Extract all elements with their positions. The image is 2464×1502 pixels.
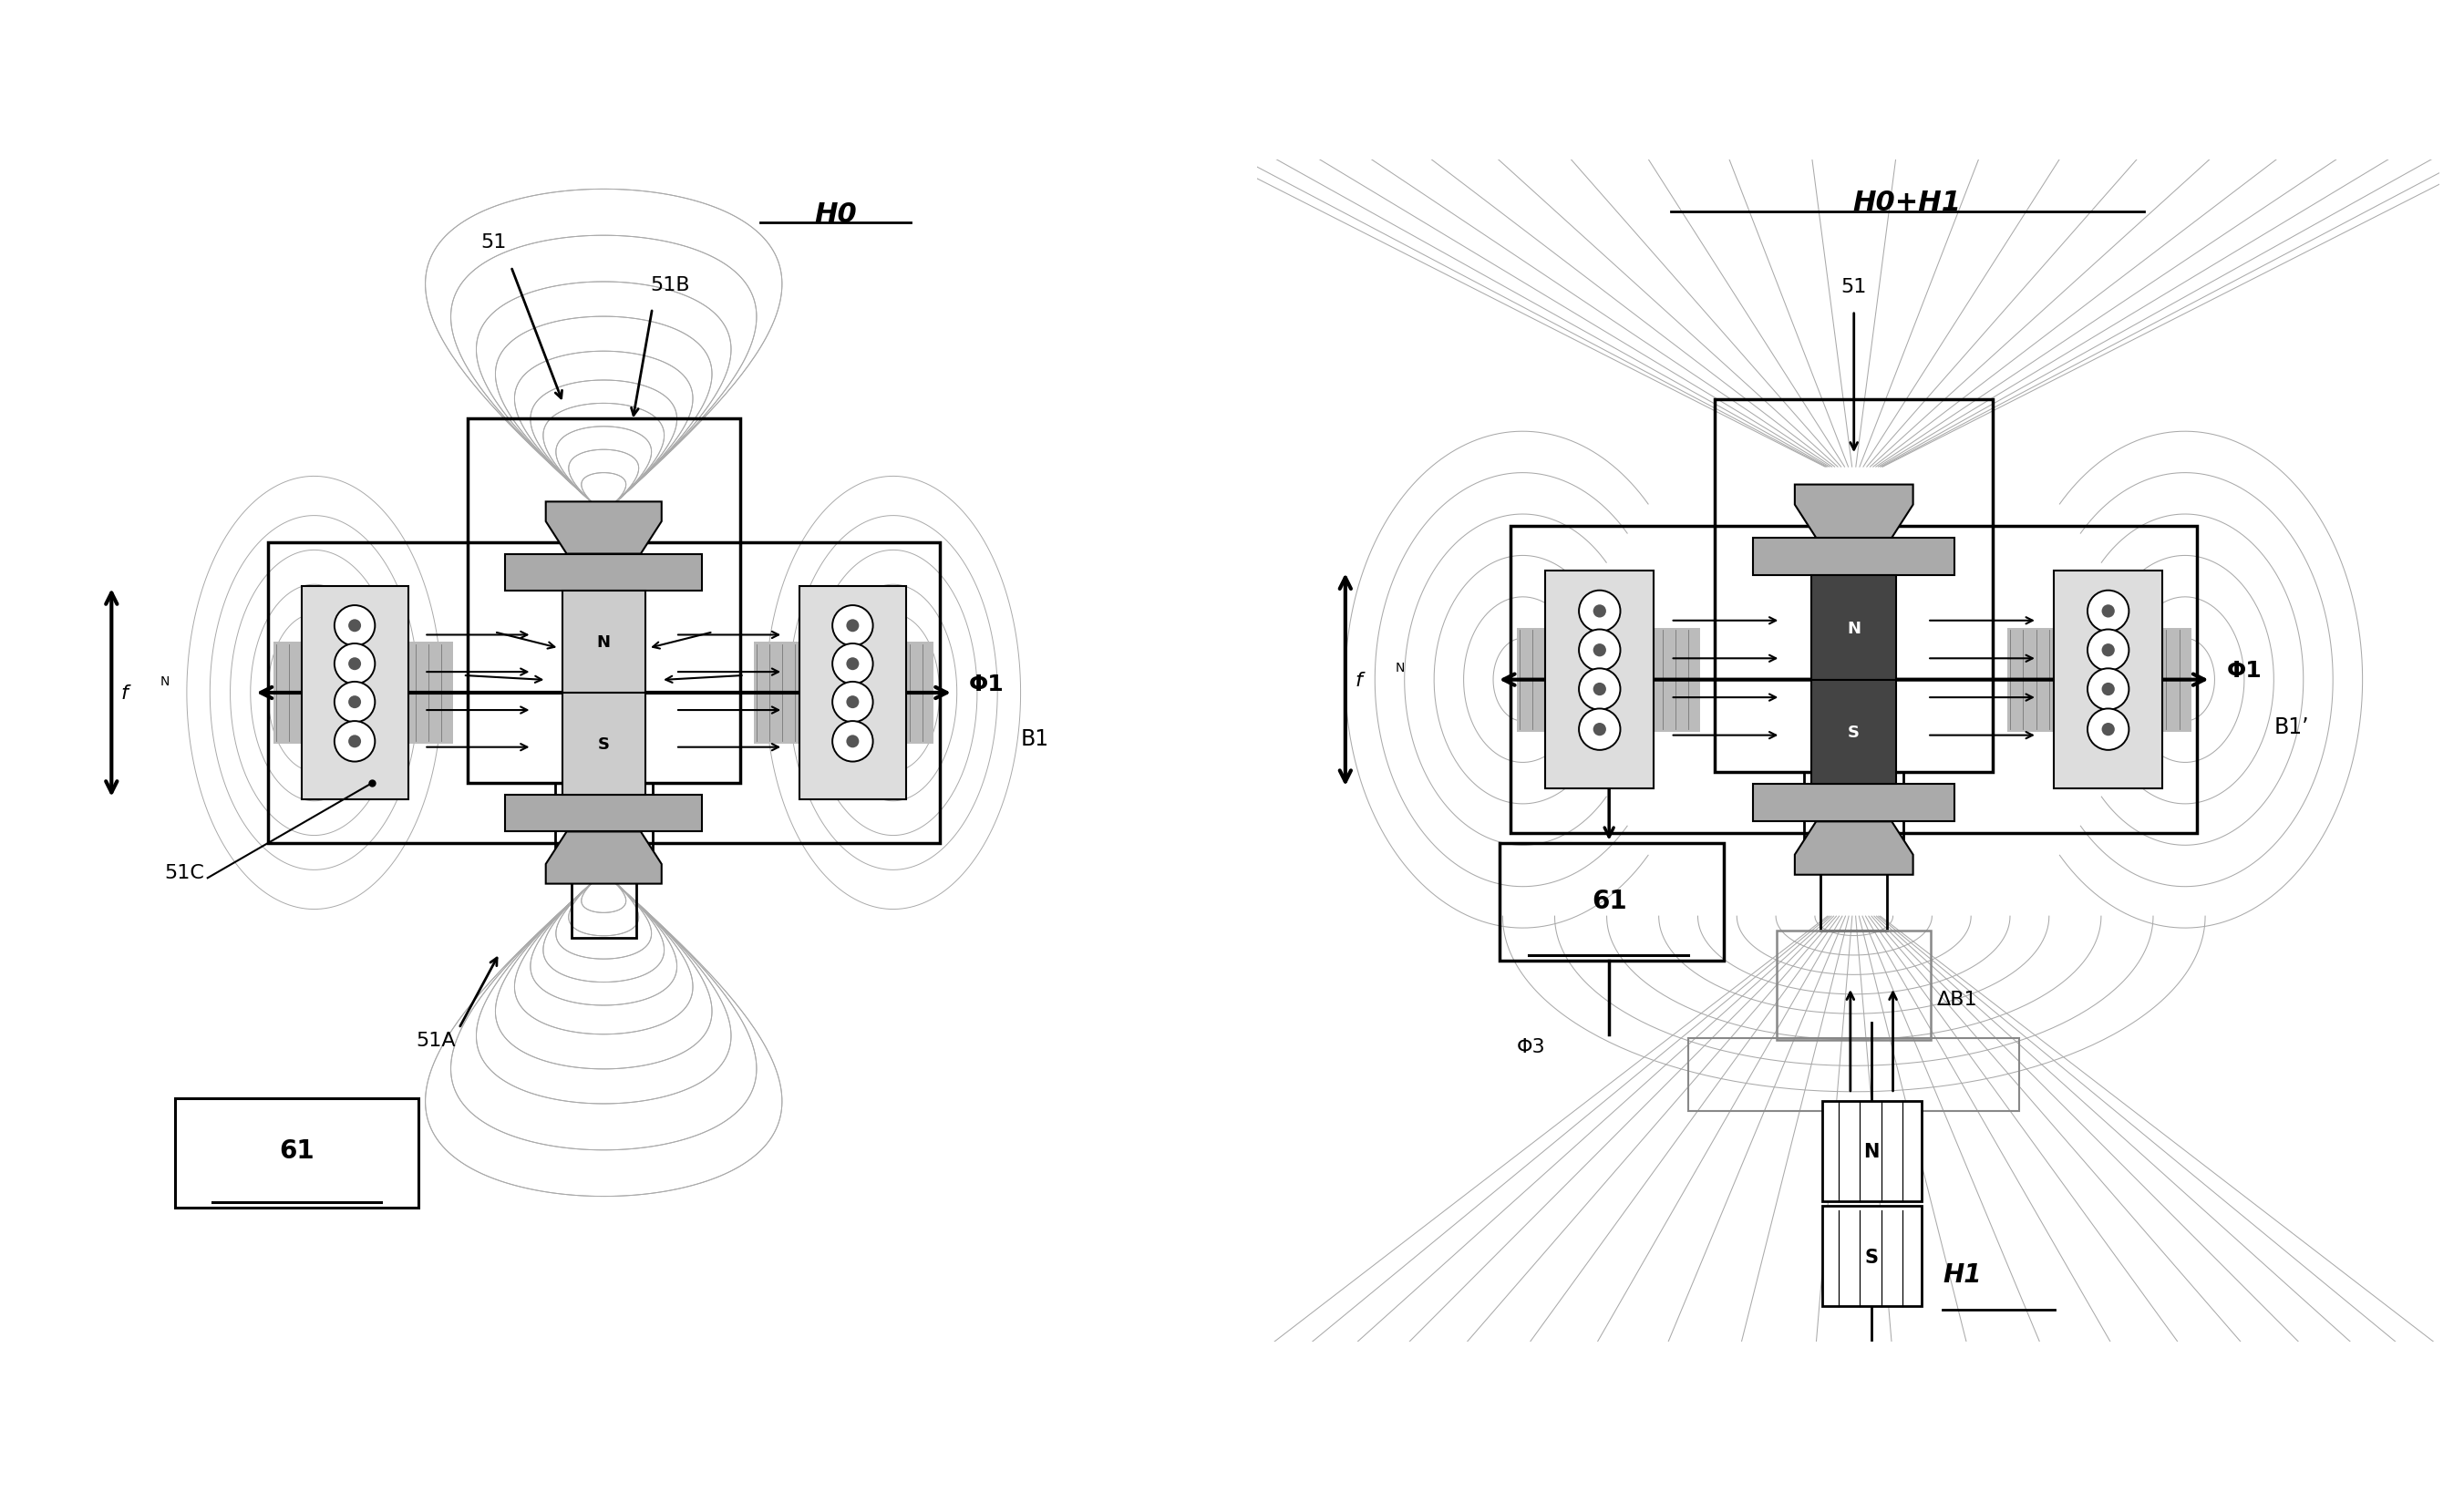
Bar xyxy=(468,419,739,784)
Text: 51C: 51C xyxy=(165,864,205,882)
Text: Φ1: Φ1 xyxy=(2227,659,2262,682)
Text: S: S xyxy=(1865,1248,1878,1266)
Bar xyxy=(301,587,409,799)
Bar xyxy=(2055,571,2163,789)
Text: H0+H1: H0+H1 xyxy=(1853,189,1961,216)
Circle shape xyxy=(2087,629,2129,671)
Bar xyxy=(505,554,702,592)
Text: 51A: 51A xyxy=(416,1032,456,1050)
Bar xyxy=(798,587,907,799)
Bar xyxy=(1518,628,1700,731)
Bar xyxy=(269,542,939,844)
Text: ΔB1: ΔB1 xyxy=(1937,990,1979,1008)
Bar xyxy=(1821,1206,1922,1307)
Circle shape xyxy=(833,721,872,762)
Circle shape xyxy=(1579,709,1621,751)
Bar xyxy=(1688,1038,2020,1111)
Text: S: S xyxy=(599,736,609,753)
Bar xyxy=(505,795,702,832)
Circle shape xyxy=(2102,605,2114,617)
Text: B1’: B1’ xyxy=(2274,716,2309,737)
Polygon shape xyxy=(547,502,660,554)
Bar xyxy=(1804,772,1905,853)
Circle shape xyxy=(845,736,860,748)
Bar xyxy=(1811,577,1897,680)
Circle shape xyxy=(1579,629,1621,671)
Circle shape xyxy=(347,695,362,709)
Text: H1: H1 xyxy=(1942,1262,1981,1287)
Circle shape xyxy=(2102,683,2114,695)
Bar xyxy=(572,859,636,939)
Circle shape xyxy=(2087,709,2129,751)
Bar xyxy=(175,1098,419,1208)
Bar xyxy=(274,643,453,743)
Bar xyxy=(1754,784,1954,822)
Circle shape xyxy=(2102,644,2114,656)
Text: N: N xyxy=(160,674,170,688)
Bar xyxy=(1811,680,1897,784)
Bar xyxy=(1510,527,2198,834)
Text: S: S xyxy=(1848,724,1860,740)
Bar xyxy=(1821,850,1887,931)
Bar xyxy=(1715,400,1993,772)
Circle shape xyxy=(347,736,362,748)
Bar xyxy=(1754,538,1954,577)
Circle shape xyxy=(347,620,362,632)
Text: f: f xyxy=(1355,671,1363,689)
Circle shape xyxy=(347,658,362,670)
Circle shape xyxy=(335,721,375,762)
Circle shape xyxy=(845,620,860,632)
Circle shape xyxy=(833,682,872,722)
Circle shape xyxy=(1579,590,1621,632)
Text: 51: 51 xyxy=(480,233,508,251)
Bar xyxy=(754,643,934,743)
Circle shape xyxy=(845,695,860,709)
Text: N: N xyxy=(1395,661,1404,674)
Text: N: N xyxy=(1848,620,1860,637)
Text: 51B: 51B xyxy=(650,276,690,294)
Bar xyxy=(1498,843,1725,961)
Bar xyxy=(562,592,646,692)
Bar xyxy=(1777,931,1932,1041)
Text: B1: B1 xyxy=(1020,728,1050,749)
Bar xyxy=(2008,628,2190,731)
Circle shape xyxy=(335,644,375,685)
Text: H0: H0 xyxy=(813,201,857,228)
Text: N: N xyxy=(1863,1143,1880,1161)
Polygon shape xyxy=(1794,822,1912,876)
Bar xyxy=(1821,1101,1922,1202)
Text: f: f xyxy=(121,683,128,703)
Circle shape xyxy=(1594,644,1607,656)
Text: 61: 61 xyxy=(1592,888,1626,913)
Bar xyxy=(1545,571,1653,789)
Circle shape xyxy=(1594,683,1607,695)
Text: Φ3: Φ3 xyxy=(1518,1038,1545,1056)
Circle shape xyxy=(2087,668,2129,710)
Text: 51: 51 xyxy=(1841,278,1868,296)
Text: 61: 61 xyxy=(278,1137,315,1163)
Circle shape xyxy=(833,605,872,646)
Text: N: N xyxy=(596,634,611,650)
Circle shape xyxy=(1594,605,1607,617)
Polygon shape xyxy=(1794,485,1912,538)
Circle shape xyxy=(335,605,375,646)
Circle shape xyxy=(335,682,375,722)
Circle shape xyxy=(1594,724,1607,736)
Circle shape xyxy=(1579,668,1621,710)
Circle shape xyxy=(2102,724,2114,736)
Circle shape xyxy=(845,658,860,670)
Bar xyxy=(562,692,646,795)
Circle shape xyxy=(2087,590,2129,632)
Bar xyxy=(554,784,653,862)
Text: Φ1: Φ1 xyxy=(968,673,1003,695)
Polygon shape xyxy=(547,832,660,885)
Circle shape xyxy=(833,644,872,685)
